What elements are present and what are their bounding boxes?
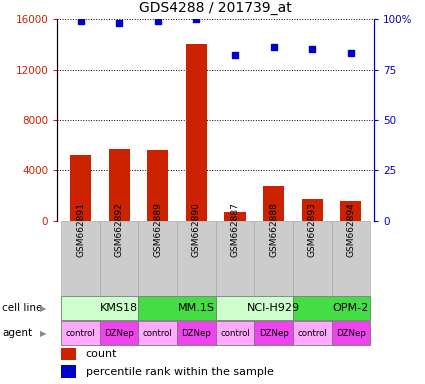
Bar	[263, 185, 284, 221]
Text: DZNep: DZNep	[336, 329, 366, 338]
Text: cell line: cell line	[2, 303, 42, 313]
Bar	[177, 321, 216, 345]
Bar	[139, 321, 177, 345]
Text: GSM662894: GSM662894	[346, 202, 355, 257]
Bar	[254, 221, 293, 296]
Point	[347, 50, 354, 56]
Bar	[139, 221, 177, 296]
Bar	[302, 199, 323, 221]
Text: control: control	[66, 329, 96, 338]
Text: DZNep: DZNep	[181, 329, 211, 338]
Text: GSM662890: GSM662890	[192, 202, 201, 257]
Point	[77, 18, 84, 24]
Bar	[60, 348, 76, 361]
Bar	[100, 321, 139, 345]
Bar	[216, 321, 254, 345]
Point	[270, 45, 277, 51]
Point	[232, 53, 238, 59]
Text: KMS18: KMS18	[100, 303, 138, 313]
Text: DZNep: DZNep	[259, 329, 289, 338]
Bar	[177, 221, 216, 296]
Text: GSM662891: GSM662891	[76, 202, 85, 257]
Bar	[70, 155, 91, 221]
Text: percentile rank within the sample: percentile rank within the sample	[86, 366, 274, 377]
Text: GSM662889: GSM662889	[153, 202, 162, 257]
Text: DZNep: DZNep	[104, 329, 134, 338]
Text: agent: agent	[2, 328, 32, 338]
Bar	[61, 321, 100, 345]
Bar	[216, 296, 293, 320]
Point	[116, 20, 122, 26]
Text: GSM662893: GSM662893	[308, 202, 317, 257]
Bar	[186, 45, 207, 221]
Bar	[108, 149, 130, 221]
Title: GDS4288 / 201739_at: GDS4288 / 201739_at	[139, 2, 292, 15]
Bar	[61, 221, 100, 296]
Bar	[61, 296, 139, 320]
Text: count: count	[86, 349, 117, 359]
Bar	[100, 221, 139, 296]
Text: ▶: ▶	[40, 304, 47, 313]
Bar	[293, 296, 370, 320]
Point	[193, 16, 200, 22]
Point	[309, 46, 316, 53]
Bar	[139, 296, 216, 320]
Bar	[60, 365, 76, 378]
Bar	[224, 212, 246, 221]
Text: GSM662892: GSM662892	[115, 202, 124, 257]
Text: ▶: ▶	[40, 329, 47, 338]
Bar	[254, 321, 293, 345]
Bar	[332, 321, 370, 345]
Bar	[332, 221, 370, 296]
Point	[154, 18, 161, 24]
Bar	[147, 150, 168, 221]
Bar	[293, 221, 332, 296]
Text: control: control	[298, 329, 327, 338]
Text: GSM662887: GSM662887	[230, 202, 240, 257]
Text: control: control	[220, 329, 250, 338]
Text: NCI-H929: NCI-H929	[247, 303, 300, 313]
Text: MM.1S: MM.1S	[178, 303, 215, 313]
Bar	[340, 201, 361, 221]
Text: GSM662888: GSM662888	[269, 202, 278, 257]
Text: control: control	[143, 329, 173, 338]
Bar	[216, 221, 254, 296]
Text: OPM-2: OPM-2	[333, 303, 369, 313]
Bar	[293, 321, 332, 345]
